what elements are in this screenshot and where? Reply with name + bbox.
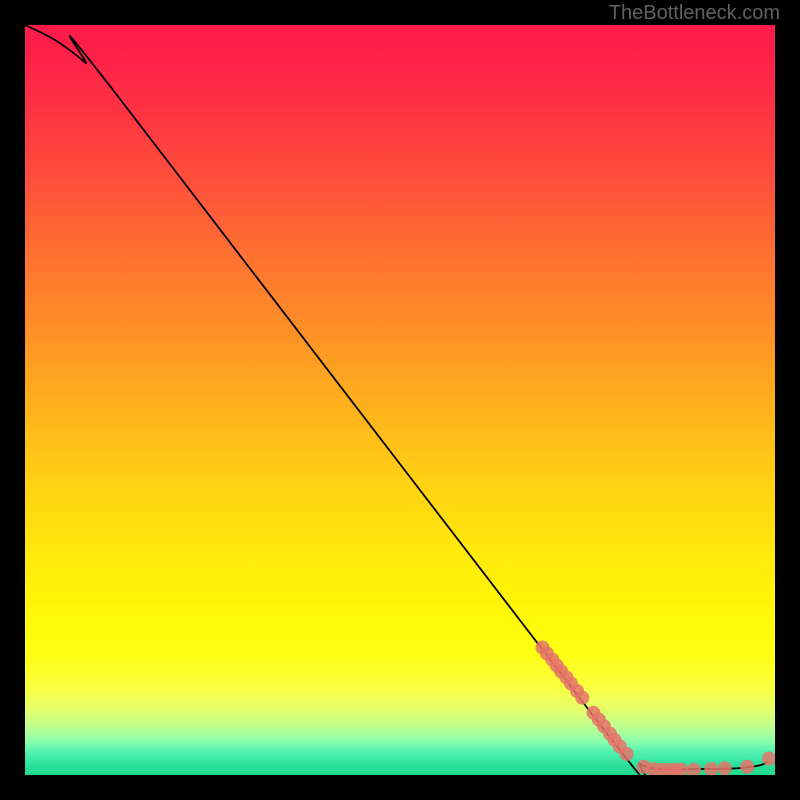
chart-curve: [25, 25, 768, 775]
chart-marker: [704, 762, 718, 775]
chart-marker: [575, 691, 589, 705]
chart-marker: [740, 760, 754, 774]
chart-marker: [620, 747, 634, 761]
chart-markers: [536, 641, 776, 776]
chart-plot-area: [25, 25, 775, 775]
chart-marker: [687, 763, 701, 775]
chart-marker: [718, 761, 732, 775]
watermark-text: TheBottleneck.com: [609, 2, 780, 25]
chart-svg: [25, 25, 775, 775]
